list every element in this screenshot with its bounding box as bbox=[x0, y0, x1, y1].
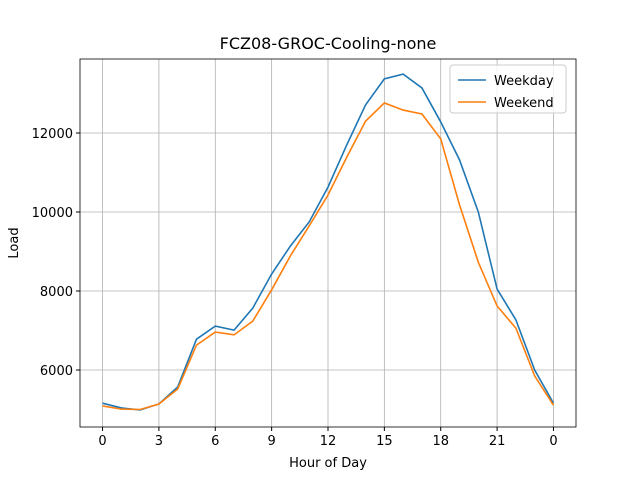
x-tick-label: 3 bbox=[155, 434, 163, 449]
x-tick-label: 9 bbox=[267, 434, 275, 449]
x-tick-label: 0 bbox=[549, 434, 557, 449]
x-tick-label: 12 bbox=[320, 434, 337, 449]
x-tick-label: 0 bbox=[98, 434, 106, 449]
chart-title: FCZ08-GROC-Cooling-none bbox=[220, 34, 437, 53]
legend-label: Weekday bbox=[494, 74, 554, 89]
x-tick-label: 6 bbox=[211, 434, 219, 449]
y-tick-label: 12000 bbox=[32, 127, 73, 142]
y-tick-label: 10000 bbox=[32, 206, 73, 221]
y-axis-label: Load bbox=[7, 227, 22, 258]
x-tick-label: 15 bbox=[376, 434, 393, 449]
legend-box bbox=[449, 64, 567, 114]
x-tick-label: 21 bbox=[489, 434, 506, 449]
y-tick-label: 6000 bbox=[40, 364, 73, 379]
y-tick-label: 8000 bbox=[40, 285, 73, 300]
x-tick-label: 18 bbox=[432, 434, 449, 449]
plot-frame bbox=[79, 58, 577, 428]
x-axis-label: Hour of Day bbox=[289, 456, 367, 471]
line bbox=[102, 102, 555, 411]
legend-label: Weekend bbox=[494, 96, 554, 111]
